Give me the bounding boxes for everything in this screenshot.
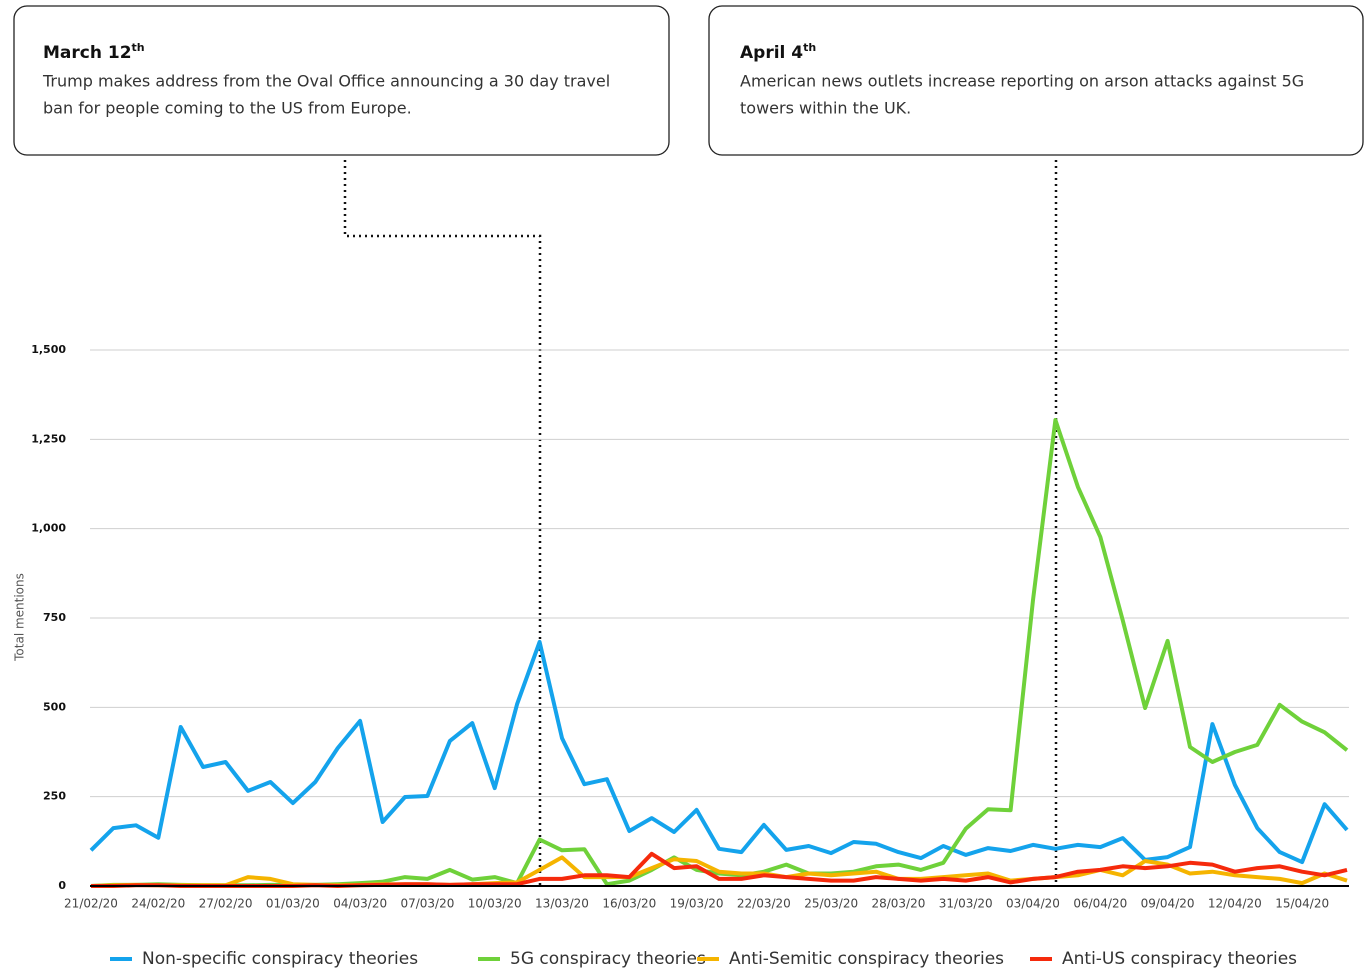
series-line [90, 418, 1349, 888]
y-tick-label: 1,000 [31, 522, 66, 535]
annotation-box [708, 5, 1364, 156]
x-tick-label: 15/04/20 [1275, 897, 1329, 911]
y-tick-label: 1,250 [31, 432, 66, 445]
x-tick-label: 06/04/20 [1073, 897, 1127, 911]
legend-label: Anti-US conspiracy theories [1062, 949, 1297, 969]
x-tick-label: 01/03/20 [266, 897, 320, 911]
x-tick-label: 07/03/20 [400, 897, 454, 911]
x-tick-label: 03/04/20 [1006, 897, 1060, 911]
annotation-date: March 12 [43, 43, 132, 63]
legend-label: 5G conspiracy theories [510, 949, 706, 969]
y-tick-label: 250 [43, 790, 66, 803]
x-tick-label: 25/03/20 [804, 897, 858, 911]
y-tick-label: 750 [43, 611, 66, 624]
annotation-suffix: th [132, 41, 145, 54]
x-tick-label: 09/04/20 [1141, 897, 1195, 911]
annotation-text: Trump makes address from the Oval Office… [42, 72, 610, 91]
x-tick-label: 10/03/20 [468, 897, 522, 911]
x-tick-label: 16/03/20 [602, 897, 656, 911]
x-tick-label: 21/02/20 [64, 897, 118, 911]
annotation-text: towers within the UK. [740, 99, 911, 118]
annotation-title: March 12th [43, 41, 145, 63]
x-tick-label: 13/03/20 [535, 897, 589, 911]
x-tick-label: 28/03/20 [871, 897, 925, 911]
x-tick-label: 04/03/20 [333, 897, 387, 911]
x-tick-label: 24/02/20 [131, 897, 185, 911]
y-axis-label: Total mentions [13, 573, 27, 662]
annotation-title: April 4th [740, 41, 816, 63]
legend-label: Anti-Semitic conspiracy theories [729, 949, 1004, 969]
series-line [90, 855, 1348, 888]
annotation-text: American news outlets increase reporting… [740, 72, 1304, 91]
series-line [89, 639, 1349, 865]
annotation-suffix: th [803, 41, 816, 54]
annotation-connector [343, 160, 542, 886]
x-tick-label: 22/03/20 [737, 897, 791, 911]
x-tick-label: 19/03/20 [670, 897, 724, 911]
legend-label: Non-specific conspiracy theories [142, 949, 418, 969]
x-tick-label: 27/02/20 [199, 897, 253, 911]
x-tick-label: 12/04/20 [1208, 897, 1262, 911]
annotation-box [13, 5, 670, 156]
y-tick-label: 1,500 [31, 343, 66, 356]
annotation-date: April 4 [740, 43, 803, 63]
annotation-text: ban for people coming to the US from Eur… [43, 99, 412, 118]
y-tick-label: 500 [43, 700, 66, 713]
x-tick-label: 31/03/20 [939, 897, 993, 911]
y-tick-label: 0 [58, 879, 66, 892]
